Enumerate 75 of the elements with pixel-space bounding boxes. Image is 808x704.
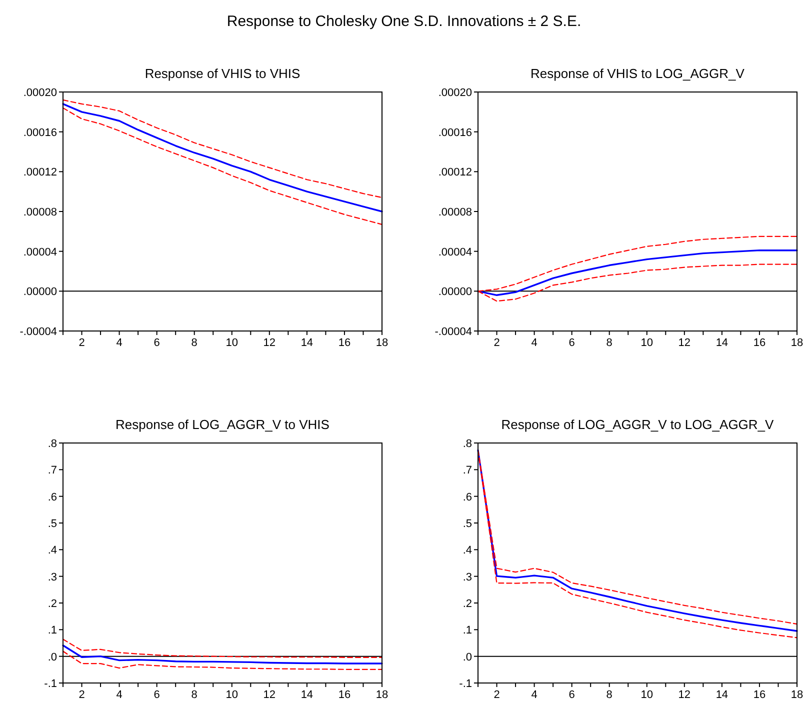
- y-tick-label: -.1: [459, 678, 472, 690]
- x-tick-label: 4: [116, 337, 122, 349]
- y-tick-label: .00020: [438, 87, 472, 99]
- x-tick-label: 16: [753, 689, 766, 701]
- x-tick-label: 6: [154, 337, 160, 349]
- x-tick-label: 6: [568, 337, 575, 349]
- x-tick-label: 2: [494, 337, 500, 349]
- y-tick-label: .00008: [23, 206, 57, 218]
- x-tick-label: 18: [790, 689, 804, 701]
- x-tick-label: 10: [640, 689, 654, 701]
- y-tick-label: .5: [48, 518, 57, 530]
- x-tick-label: 18: [376, 689, 388, 701]
- y-tick-label: .3: [462, 571, 472, 584]
- x-tick-label: 14: [300, 337, 314, 349]
- x-tick-label: 2: [78, 689, 85, 701]
- x-tick-label: 4: [531, 689, 538, 701]
- y-tick-label: .8: [48, 438, 57, 450]
- x-tick-label: 2: [494, 689, 500, 701]
- y-tick-label: .00004: [23, 246, 57, 258]
- x-tick-label: 16: [753, 337, 766, 349]
- y-tick-label: .00000: [438, 286, 472, 298]
- x-tick-label: 8: [606, 689, 612, 701]
- x-tick-label: 6: [568, 689, 575, 701]
- x-tick-label: 8: [191, 337, 198, 349]
- chart-title: Response of VHIS to LOG_AGGR_V: [530, 66, 745, 81]
- y-tick-label: .00012: [438, 166, 472, 179]
- x-tick-label: 4: [531, 337, 538, 349]
- y-tick-label: .00004: [438, 246, 472, 258]
- x-tick-label: 10: [226, 689, 238, 701]
- y-tick-label: .3: [48, 571, 57, 584]
- y-tick-label: -.00004: [20, 326, 57, 338]
- x-tick-label: 2: [78, 337, 85, 349]
- x-tick-label: 12: [263, 337, 276, 349]
- x-tick-label: 14: [300, 689, 314, 701]
- y-tick-label: .00020: [23, 87, 57, 99]
- y-tick-label: .7: [462, 464, 472, 477]
- y-tick-label: .0: [462, 651, 472, 664]
- y-tick-label: .0: [48, 651, 57, 664]
- y-tick-label: .7: [48, 464, 57, 477]
- x-tick-label: 18: [376, 337, 388, 349]
- x-tick-label: 4: [116, 689, 122, 701]
- x-tick-label: 14: [716, 689, 728, 701]
- y-tick-label: .6: [48, 491, 57, 504]
- chart-title: Response of LOG_AGGR_V to VHIS: [116, 417, 330, 432]
- y-tick-label: -.00004: [434, 326, 472, 338]
- y-tick-label: .00016: [438, 126, 472, 139]
- x-tick-label: 16: [338, 689, 351, 701]
- x-tick-label: 12: [678, 337, 691, 349]
- x-tick-label: 12: [678, 689, 691, 701]
- y-tick-label: .5: [462, 518, 472, 530]
- y-tick-label: .4: [462, 544, 472, 557]
- y-tick-label: .00008: [438, 206, 472, 218]
- y-tick-label: .00012: [23, 166, 57, 179]
- x-tick-label: 18: [790, 337, 804, 349]
- x-tick-label: 10: [640, 337, 654, 349]
- x-tick-label: 10: [226, 337, 238, 349]
- y-tick-label: -.1: [44, 678, 57, 690]
- y-tick-label: .1: [462, 624, 472, 637]
- y-tick-label: .2: [462, 598, 472, 610]
- y-tick-label: .6: [462, 491, 472, 504]
- y-tick-label: .1: [48, 624, 57, 637]
- x-tick-label: 16: [338, 337, 351, 349]
- x-tick-label: 6: [154, 689, 160, 701]
- chart-title: Response of VHIS to VHIS: [144, 66, 300, 81]
- x-tick-label: 14: [716, 337, 728, 349]
- x-tick-label: 8: [191, 689, 198, 701]
- x-tick-label: 12: [263, 689, 276, 701]
- y-tick-label: .8: [462, 438, 472, 450]
- y-tick-label: .4: [48, 544, 57, 557]
- x-tick-label: 8: [606, 337, 612, 349]
- y-tick-label: .2: [48, 598, 57, 610]
- y-tick-label: .00016: [23, 126, 57, 139]
- chart-title: Response of LOG_AGGR_V to LOG_AGGR_V: [501, 417, 774, 432]
- y-tick-label: .00000: [23, 286, 57, 298]
- text: Response to Cholesky One S.D. Innovations ± 2 S.E.: [226, 13, 582, 30]
